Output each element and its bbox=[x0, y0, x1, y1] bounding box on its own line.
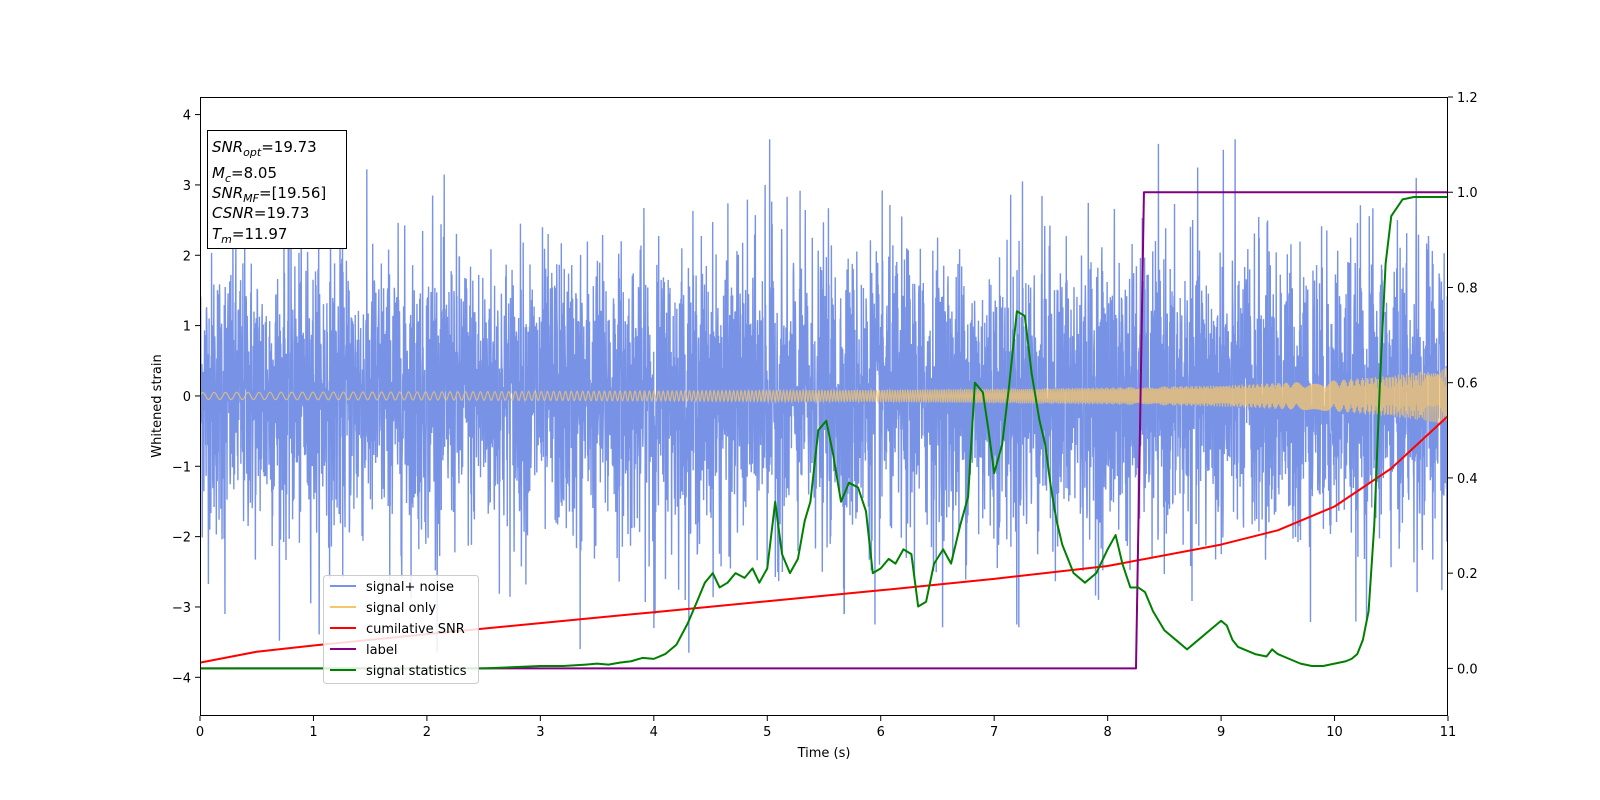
x-tick-label: 3 bbox=[536, 725, 544, 740]
y-axis-right: 1.2 1.0 0.8 0.6 0.4 0.2 0.0 bbox=[1448, 91, 1478, 677]
y-tick-label: −4 bbox=[172, 671, 191, 686]
x-tick-label: 8 bbox=[1103, 725, 1111, 740]
y2-tick-label: 0.0 bbox=[1457, 662, 1478, 677]
x-tick-label: 6 bbox=[877, 725, 885, 740]
legend-label-signal-only: signal only bbox=[366, 601, 436, 616]
x-tick-label: 4 bbox=[650, 725, 658, 740]
y-axis-label: Whitened strain bbox=[150, 354, 165, 457]
legend: signal+ noise signal only cumilative SNR… bbox=[323, 575, 479, 684]
series-label bbox=[200, 191, 1448, 670]
x-tick-label: 11 bbox=[1440, 725, 1457, 740]
y2-tick-label: 0.4 bbox=[1457, 472, 1478, 487]
y-tick-label: −2 bbox=[172, 531, 191, 546]
x-tick-label: 5 bbox=[763, 725, 771, 740]
y2-tick-label: 1.2 bbox=[1457, 91, 1478, 106]
series-signal-statistics bbox=[200, 195, 1448, 670]
annotation-mc: Mc=8.05 bbox=[212, 164, 277, 185]
y-tick-label: −1 bbox=[172, 460, 191, 475]
y-tick-label: 3 bbox=[183, 179, 191, 194]
y-tick-label: 1 bbox=[183, 320, 191, 335]
annotation-tm: Tm=11.97 bbox=[212, 225, 287, 246]
x-tick-label: 0 bbox=[196, 725, 204, 740]
series-signal-noise bbox=[200, 139, 1448, 653]
y-tick-label: 4 bbox=[183, 109, 191, 124]
x-tick-label: 2 bbox=[423, 725, 431, 740]
axes-frame bbox=[200, 97, 1448, 716]
legend-label-label: label bbox=[366, 643, 397, 658]
x-axis-label: Time (s) bbox=[797, 746, 851, 761]
annotation-box: SNRopt=19.73 Mc=8.05 SNRMF=[19.56] CSNR=… bbox=[207, 130, 347, 249]
y-tick-label: −3 bbox=[172, 601, 191, 616]
y2-tick-label: 0.6 bbox=[1457, 377, 1478, 392]
x-tick-label: 10 bbox=[1326, 725, 1343, 740]
legend-label-signal-noise: signal+ noise bbox=[366, 580, 454, 595]
annotation-snr-opt: SNRopt=19.73 bbox=[212, 138, 317, 159]
legend-label-signal-statistics: signal statistics bbox=[366, 664, 467, 679]
x-tick-label: 9 bbox=[1217, 725, 1225, 740]
y-tick-label: 0 bbox=[183, 390, 191, 405]
x-axis: 0 1 2 3 4 5 6 7 8 9 10 11 bbox=[196, 716, 1456, 740]
annotation-frame bbox=[207, 130, 347, 249]
legend-frame bbox=[323, 575, 479, 684]
x-tick-label: 7 bbox=[990, 725, 998, 740]
series-signal-only bbox=[200, 368, 1448, 423]
y-axis-left: 4 3 2 1 0 −1 −2 −3 −4 bbox=[172, 109, 200, 686]
y2-tick-label: 1.0 bbox=[1457, 186, 1478, 201]
y-tick-label: 2 bbox=[183, 249, 191, 264]
y2-tick-label: 0.8 bbox=[1457, 281, 1478, 296]
x-tick-label: 1 bbox=[309, 725, 317, 740]
annotation-csnr: CSNR=19.73 bbox=[212, 204, 309, 222]
y2-tick-label: 0.2 bbox=[1457, 567, 1478, 582]
legend-label-cumulative-snr: cumilative SNR bbox=[366, 622, 465, 637]
annotation-snr-mf: SNRMF=[19.56] bbox=[212, 184, 326, 205]
